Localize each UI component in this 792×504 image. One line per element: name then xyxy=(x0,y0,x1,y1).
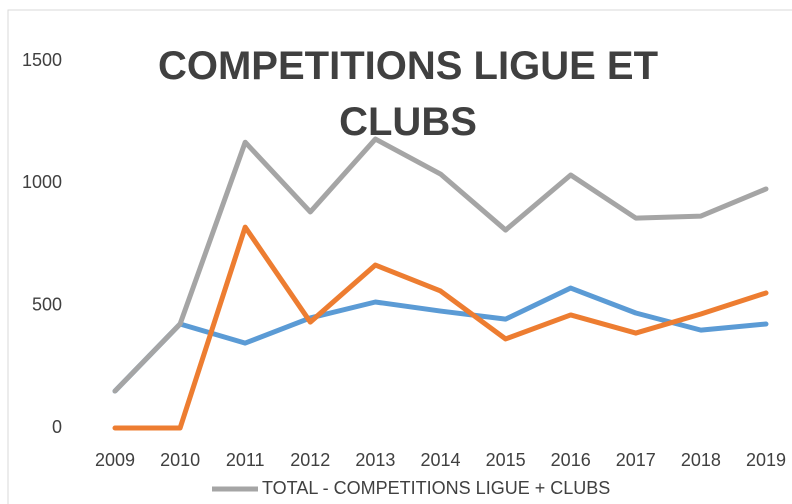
legend-label: TOTAL - COMPETITIONS LIGUE + CLUBS xyxy=(262,478,610,498)
chart-title: COMPETITIONS LIGUE ET CLUBS xyxy=(157,44,659,144)
x-tick-label: 2009 xyxy=(95,450,135,470)
x-tick-label: 2012 xyxy=(290,450,330,470)
x-tick-label: 2013 xyxy=(355,450,395,470)
x-tick-label: 2018 xyxy=(681,450,721,470)
x-tick-label: 2017 xyxy=(616,450,656,470)
y-tick-label: 500 xyxy=(32,294,62,314)
line-series xyxy=(112,224,769,431)
x-tick-label: 2011 xyxy=(226,450,265,470)
y-tick-label: 1000 xyxy=(22,172,62,192)
line-series xyxy=(112,285,769,394)
chart-frame xyxy=(7,9,792,504)
y-tick-label: 1500 xyxy=(22,50,62,70)
x-tick-label: 2015 xyxy=(486,450,526,470)
line-series xyxy=(112,136,769,394)
x-tick-label: 2019 xyxy=(746,450,786,470)
x-tick-label: 2016 xyxy=(551,450,591,470)
x-tick-label: 2010 xyxy=(160,450,200,470)
x-tick-label: 2014 xyxy=(420,450,460,470)
y-tick-label: 0 xyxy=(52,417,62,437)
